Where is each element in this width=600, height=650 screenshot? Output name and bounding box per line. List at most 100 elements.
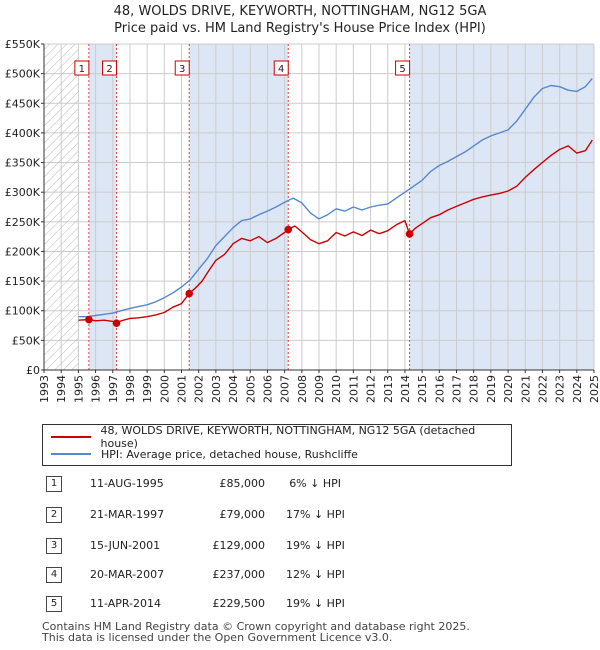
sale-label-box — [174, 60, 190, 76]
x-tick-label: 2001 — [176, 375, 189, 403]
sale-point — [185, 289, 194, 298]
row-date: 21-MAR-1997 — [90, 508, 165, 521]
x-tick-label: 2005 — [244, 375, 257, 403]
ownership-shade — [409, 44, 594, 370]
x-tick-label: 2017 — [451, 375, 464, 403]
x-tick-label: 2004 — [227, 375, 240, 403]
x-tick-label: 1993 — [38, 375, 51, 403]
row-badge: 3 — [46, 538, 62, 554]
x-tick-label: 2016 — [433, 375, 446, 403]
row-hpi: 19% ↓ HPI — [286, 597, 345, 610]
row-price: £79,000 — [219, 508, 266, 521]
x-tick-label: 2012 — [365, 375, 378, 403]
y-tick-label: £400K — [5, 127, 41, 140]
sale-label-box — [74, 60, 90, 76]
row-badge: 2 — [46, 507, 62, 523]
sale-label: 1 — [79, 64, 85, 75]
no-data-hatch — [44, 44, 79, 370]
y-tick-label: £100K — [5, 305, 41, 318]
row-date: 20-MAR-2007 — [90, 568, 165, 581]
legend-item-property: 48, WOLDS DRIVE, KEYWORTH, NOTTINGHAM, N… — [51, 424, 511, 450]
x-tick-label: 2021 — [519, 375, 532, 403]
sale-label: 2 — [106, 64, 112, 75]
x-tick-label: 1996 — [90, 375, 103, 403]
row-badge: 1 — [46, 476, 62, 492]
y-tick-label: £200K — [5, 245, 41, 258]
x-tick-label: 2009 — [313, 375, 326, 403]
row-hpi: 6% ↓ HPI — [289, 477, 341, 490]
legend-item-hpi: HPI: Average price, detached house, Rush… — [51, 446, 358, 462]
y-tick-label: £500K — [5, 68, 41, 81]
x-tick-label: 2006 — [261, 375, 274, 403]
y-tick-label: £300K — [5, 186, 41, 199]
row-date: 11-AUG-1995 — [90, 477, 164, 490]
x-tick-label: 2007 — [279, 375, 292, 403]
price-chart: 1 2 3 4 5 £0 £50K £100K £150K £200K £250K £300K £35… — [5, 38, 600, 403]
x-tick-label: 1994 — [55, 375, 68, 403]
row-date: 15-JUN-2001 — [90, 539, 161, 552]
row-price: £85,000 — [219, 477, 266, 490]
x-tick-label: 2018 — [468, 375, 481, 403]
chart-subtitle: Price paid vs. HM Land Registry's House … — [114, 21, 486, 36]
sale-label-box — [273, 60, 289, 76]
x-tick-label: 2003 — [210, 375, 223, 403]
sale-label-box — [102, 60, 118, 76]
sale-label-box — [395, 60, 411, 76]
x-tick-label: 2010 — [330, 375, 343, 403]
property-series-line — [78, 139, 593, 324]
chart-title: 48, WOLDS DRIVE, KEYWORTH, NOTTINGHAM, N… — [113, 4, 487, 19]
footer-licence: This data is licensed under the Open Gov… — [42, 631, 393, 644]
y-tick-label: £450K — [5, 97, 41, 110]
sale-label: 4 — [278, 64, 284, 75]
row-hpi: 17% ↓ HPI — [286, 508, 345, 521]
table-row: 1 11-AUG-1995 £85,000 6% ↓ HPI — [42, 476, 542, 492]
hpi-series-line — [78, 77, 593, 318]
legend-blue-line — [51, 453, 91, 455]
legend-red-line — [51, 436, 91, 438]
row-hpi: 12% ↓ HPI — [286, 568, 345, 581]
x-tick-label: 1998 — [124, 375, 137, 403]
x-tick-label: 2025 — [588, 375, 600, 403]
y-tick-label: £250K — [5, 216, 41, 229]
sale-point — [85, 315, 93, 324]
x-tick-label: 2015 — [416, 375, 429, 403]
sale-point — [112, 319, 121, 327]
table-row: 2 21-MAR-1997 £79,000 17% ↓ HPI — [42, 507, 542, 523]
x-tick-label: 1999 — [141, 375, 154, 403]
x-tick-label: 2023 — [554, 375, 567, 403]
sale-point — [405, 230, 414, 238]
x-tick-label: 2019 — [485, 375, 498, 403]
x-tick-label: 2011 — [347, 375, 360, 403]
sale-label: 3 — [179, 64, 185, 75]
x-tick-label: 2002 — [193, 375, 206, 403]
row-badge: 4 — [46, 567, 62, 583]
x-tick-label: 2024 — [571, 375, 584, 403]
row-price: £229,500 — [212, 597, 266, 610]
footer-copyright: Contains HM Land Registry data © Crown c… — [42, 620, 470, 633]
y-tick-label: £350K — [5, 157, 41, 170]
x-tick-label: 2014 — [399, 375, 412, 403]
row-price: £237,000 — [212, 568, 266, 581]
table-row: 4 20-MAR-2007 £237,000 12% ↓ HPI — [42, 567, 542, 583]
sale-label: 5 — [399, 64, 405, 75]
x-tick-label: 2008 — [296, 375, 309, 403]
y-tick-label: £550K — [5, 38, 41, 51]
x-tick-label: 1997 — [107, 375, 120, 403]
x-tick-label: 1995 — [72, 375, 85, 403]
ownership-shade — [189, 44, 289, 370]
y-tick-label: £0 — [26, 364, 40, 377]
y-tick-label: £150K — [5, 275, 41, 288]
table-row: 5 11-APR-2014 £229,500 19% ↓ HPI — [42, 596, 542, 612]
x-tick-label: 2013 — [382, 375, 395, 403]
row-price: £129,000 — [212, 539, 266, 552]
row-hpi: 19% ↓ HPI — [286, 539, 345, 552]
x-tick-label: 2022 — [536, 375, 549, 403]
table-row: 3 15-JUN-2001 £129,000 19% ↓ HPI — [42, 538, 542, 554]
legend-blue-label: HPI: Average price, detached house, Rush… — [101, 447, 358, 461]
legend-red-label: 48, WOLDS DRIVE, KEYWORTH, NOTTINGHAM, N… — [100, 424, 476, 450]
x-tick-label: 2020 — [502, 375, 515, 403]
row-badge: 5 — [46, 596, 62, 612]
sale-point — [284, 225, 293, 234]
legend: 48, WOLDS DRIVE, KEYWORTH, NOTTINGHAM, N… — [42, 424, 512, 466]
y-tick-label: £50K — [12, 334, 41, 347]
